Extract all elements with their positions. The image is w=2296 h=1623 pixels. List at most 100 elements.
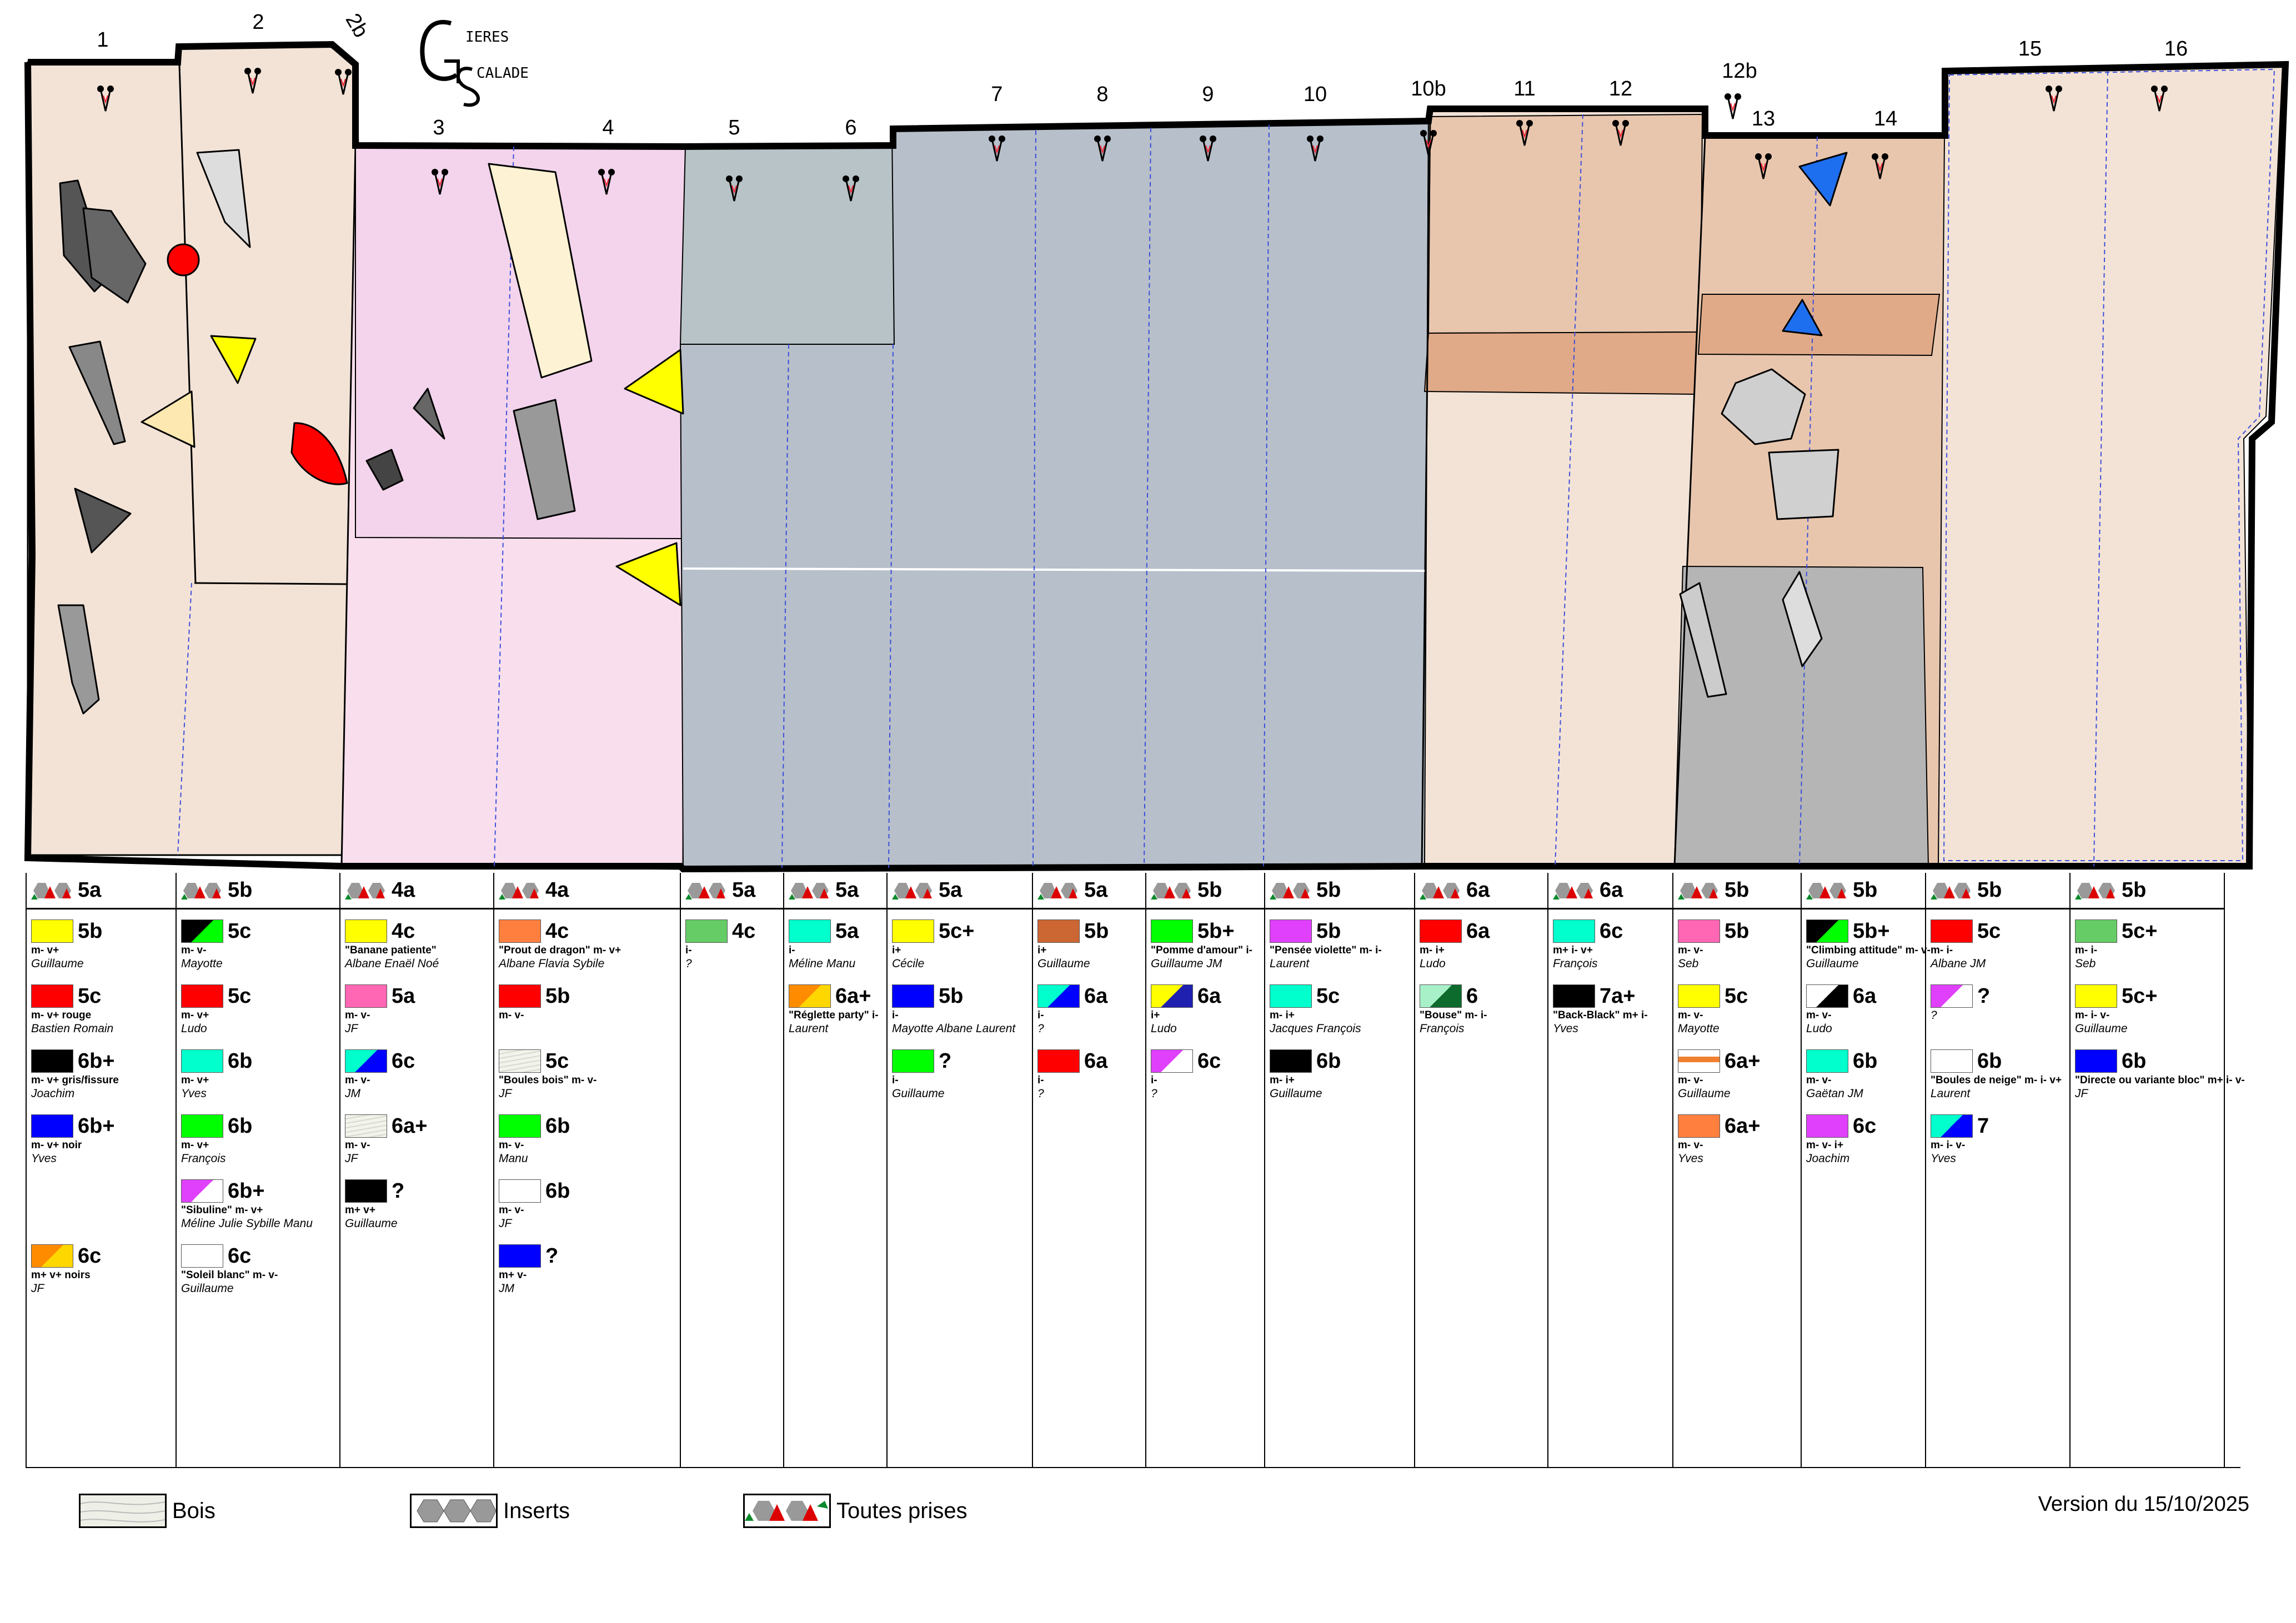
column-grade: 4a — [545, 878, 569, 902]
route-column: 5a 5c+ i+ Cécile 5b i- Mayotte Albane Lau… — [888, 873, 1033, 1467]
route-number: 11 — [1513, 77, 1535, 101]
route-entry: 6c m- v- JM — [345, 1049, 493, 1114]
route-entry: 5c+ m- i- v- Guillaume — [2075, 984, 2224, 1049]
route-setter: Mayotte Albane Laurent — [892, 1022, 1016, 1035]
route-entry: 6a+ "Réglette party" i- Laurent — [789, 984, 886, 1049]
hold-grey — [74, 488, 132, 554]
column-header: 5a — [888, 873, 1032, 910]
panel-15-16 — [1937, 63, 2284, 867]
route-setter: Ludo — [1806, 1022, 1832, 1035]
hold-color-swatch — [1806, 1049, 1848, 1073]
route-grade: 6c — [78, 1244, 102, 1268]
hold-grey — [413, 388, 445, 440]
hold-color-swatch — [31, 1049, 73, 1073]
hold-color-swatch — [499, 1244, 541, 1268]
route-description: m- v- — [345, 1139, 370, 1151]
anchor-icon — [432, 169, 448, 195]
route-entries: 4c "Banane patiente" Albane Enaël Noé 5a … — [340, 919, 493, 1244]
logo-line2: CALADE — [477, 65, 529, 82]
route-entry: ? m+ v- JM — [499, 1244, 680, 1309]
legend-label: Bois — [172, 1498, 215, 1523]
route-description: i- — [685, 944, 692, 956]
route-description: m+ v+ noirs — [31, 1269, 91, 1281]
route-setter: Seb — [2075, 957, 2096, 970]
route-entries: 5b i+ Guillaume 6a i- ? 6a i- ? — [1033, 919, 1145, 1114]
route-setter: ? — [685, 957, 692, 970]
route-grade: ? — [545, 1244, 559, 1268]
column-header: 5b — [177, 873, 339, 910]
legend-label: Toutes prises — [836, 1498, 967, 1523]
route-grade: 6a — [1466, 919, 1490, 943]
route-entries: 5c m- i- Albane JM? ? 6b "Boules de neige… — [1926, 919, 2069, 1179]
route-description: m- v+ — [181, 1009, 209, 1021]
route-description: "Directe ou variante bloc" m+ i- v- — [2075, 1074, 2245, 1086]
route-number: 10 — [1304, 83, 1327, 106]
route-description: m+ i- v+ — [1553, 944, 1593, 956]
route-setter: Joachim — [1806, 1152, 1850, 1165]
route-grade: 5c+ — [2122, 919, 2158, 943]
column-header: 5b — [1802, 873, 1925, 910]
hold-grey — [68, 340, 126, 445]
route-entry: 4c i- ? — [685, 919, 783, 984]
route-entry: 6b m- v+ Yves — [181, 1049, 339, 1114]
route-description: m- i+ — [1270, 1074, 1295, 1086]
route-setter: Cécile — [892, 957, 925, 970]
route-setter: Joachim — [31, 1087, 75, 1100]
hold-color-swatch — [1678, 1114, 1720, 1138]
column-header: 5a — [681, 873, 783, 910]
route-entries: 4c "Prout de dragon" m- v+ Albane Flavia… — [494, 919, 680, 1309]
route-setter: Ludo — [181, 1022, 207, 1035]
route-column: 5a 5a i- Méline Manu 6a+ "Réglette party"… — [784, 873, 888, 1467]
hold-color-swatch — [1151, 984, 1193, 1008]
route-grade: 5c — [228, 984, 252, 1008]
anchor-icon — [1200, 135, 1216, 162]
hold-blue — [1782, 299, 1823, 336]
route-number: 5 — [728, 116, 740, 139]
route-grade: 6a — [1084, 984, 1108, 1008]
route-number: 13 — [1752, 107, 1775, 130]
route-description: i- — [1037, 1009, 1044, 1021]
hold-cream — [141, 390, 195, 448]
legend-swatch-wood — [79, 1494, 167, 1528]
hold-red — [167, 243, 200, 277]
route-column: 5b 5b "Pensée violette" m- i- Laurent 5c … — [1265, 873, 1415, 1467]
route-entries: 6a m- i+ Ludo 6 "Bouse" m- i- François — [1415, 919, 1547, 1049]
route-entry: 6a+ m- v- Yves — [1678, 1114, 1801, 1179]
hold-color-swatch — [181, 1244, 223, 1268]
all-holds-icon — [2075, 878, 2117, 903]
hold-color-swatch — [1037, 919, 1080, 943]
wall-outline — [24, 41, 2289, 873]
column-header: 5b — [1926, 873, 2069, 910]
logo: IERES CALADE — [420, 20, 529, 107]
route-grade: 5b — [545, 984, 570, 1008]
route-description: i- — [1151, 1074, 1157, 1086]
route-entries: 6c m+ i- v+ François 7a+ "Back-Black" m+ … — [1548, 919, 1672, 1049]
anchor-icon — [2151, 86, 2168, 112]
route-grade: 5b+ — [1197, 919, 1235, 943]
route-description: m- v- — [499, 1204, 524, 1216]
route-entry: 6c m- v- i+ Joachim — [1806, 1114, 1925, 1179]
route-setter: Guillaume — [2075, 1022, 2128, 1035]
route-description: m- v- — [1806, 1074, 1832, 1086]
volume-square — [1768, 449, 1839, 520]
route-entries: 5c m- v- Mayotte 5c m- v+ Ludo 6b m- v+ Yv… — [177, 919, 339, 1309]
column-grade: 4a — [392, 878, 415, 902]
route-number: 9 — [1202, 83, 1214, 106]
hold-yellow — [615, 542, 681, 606]
route-setter: Guillaume JM — [1151, 957, 1222, 970]
hold-color-swatch — [892, 1049, 934, 1073]
hold-grey — [82, 207, 147, 304]
all-holds-icon — [892, 878, 934, 903]
hold-color-swatch — [1151, 1049, 1193, 1073]
column-header: 5a — [1033, 873, 1145, 910]
route-grade: 5c — [1724, 984, 1748, 1008]
route-description: i+ — [1037, 944, 1047, 956]
route-description: m- v- — [345, 1074, 370, 1086]
hold-color-swatch — [892, 919, 934, 943]
hold-grey — [57, 604, 100, 715]
legend-swatch-all — [743, 1494, 831, 1528]
version-label: Version du 15/10/2025 — [2038, 1493, 2249, 1516]
route-entries: 5a i- Méline Manu 6a+ "Réglette party" i-… — [784, 919, 886, 1049]
hold-color-swatch — [1678, 984, 1720, 1008]
route-setter: JM — [345, 1087, 360, 1100]
